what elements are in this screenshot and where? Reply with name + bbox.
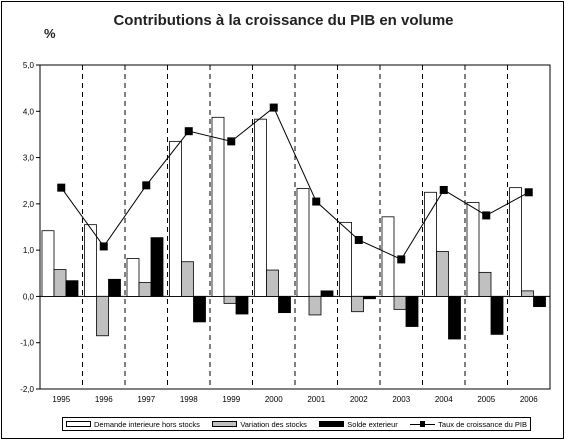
legend-label-demande: Demande interieure hors stocks xyxy=(94,419,200,429)
bar-solde xyxy=(320,290,334,297)
bar-demande xyxy=(466,202,480,297)
point-taux-croissance xyxy=(354,235,363,244)
legend-item-taux: Taux de croissance du PIB xyxy=(410,420,527,429)
x-tick-label: 1999 xyxy=(222,395,240,404)
bar-demande xyxy=(126,258,140,297)
bar-demande xyxy=(509,187,522,297)
bar-solde xyxy=(278,296,291,314)
y-tick-label: 3,0 xyxy=(23,154,35,163)
x-tick-label: 2004 xyxy=(435,395,453,404)
x-tick-label: 2002 xyxy=(350,395,368,404)
line-taux-croissance xyxy=(60,106,529,261)
bar-variation xyxy=(181,261,194,297)
y-axis-unit-label: % xyxy=(44,26,56,41)
y-tick-label: 1,0 xyxy=(23,246,35,255)
point-taux-croissance xyxy=(184,127,193,136)
y-tick-label: 2,0 xyxy=(23,200,35,209)
bar-solde xyxy=(150,237,164,297)
bar-demande xyxy=(339,221,352,297)
bar-solde xyxy=(533,296,546,308)
bar-variation xyxy=(53,269,67,297)
legend-label-taux: Taux de croissance du PIB xyxy=(438,419,527,429)
x-tick-label: 1997 xyxy=(137,395,155,404)
bar-demande xyxy=(84,224,97,297)
x-tick-label: 2001 xyxy=(307,395,325,404)
bar-variation xyxy=(436,251,449,297)
chart-title: Contributions à la croissance du PIB en … xyxy=(113,12,454,29)
y-tick-label: 0,0 xyxy=(23,292,35,301)
legend-label-variation: Variation des stocks xyxy=(240,419,307,429)
legend-item-demande: Demande interieure hors stocks xyxy=(66,420,200,429)
x-tick-label: 2003 xyxy=(392,395,410,404)
bar-solde xyxy=(448,296,461,340)
bar-solde xyxy=(235,296,249,315)
bar-variation xyxy=(96,296,109,337)
legend-label-solde: Solde exterieur xyxy=(347,419,398,429)
bar-variation xyxy=(138,282,152,297)
point-taux-croissance xyxy=(269,103,278,112)
point-taux-croissance xyxy=(482,211,491,220)
x-tick-label: 1998 xyxy=(180,395,198,404)
bar-variation xyxy=(393,296,407,310)
legend-swatch-solde xyxy=(319,421,345,427)
point-taux-croissance xyxy=(57,183,66,192)
x-tick-label: 2005 xyxy=(477,395,495,404)
bar-solde xyxy=(193,296,206,323)
y-tick-label: 5,0 xyxy=(23,61,35,70)
chart-legend: Demande interieure hors stocks Variation… xyxy=(62,417,531,431)
bar-demande xyxy=(169,140,182,297)
bar-solde xyxy=(65,280,79,297)
y-tick-label: -1,0 xyxy=(20,339,34,348)
bar-solde xyxy=(108,278,121,297)
bar-solde xyxy=(405,296,419,327)
y-tick-label: -2,0 xyxy=(20,385,34,394)
bar-demande xyxy=(254,118,267,297)
bar-demande xyxy=(41,230,55,297)
x-tick-label: 2006 xyxy=(520,395,538,404)
legend-swatch-variation xyxy=(212,421,238,427)
bar-demande xyxy=(424,191,437,297)
x-tick-label: 1995 xyxy=(52,395,70,404)
point-taux-croissance xyxy=(99,242,108,251)
legend-item-solde: Solde exterieur xyxy=(319,419,398,429)
bar-demande xyxy=(211,116,225,297)
bar-solde xyxy=(490,296,504,335)
y-tick-label: 4,0 xyxy=(23,107,35,116)
point-taux-croissance xyxy=(524,188,533,197)
point-taux-croissance xyxy=(142,181,151,190)
point-taux-croissance xyxy=(227,137,236,146)
bar-variation xyxy=(521,290,534,297)
point-taux-croissance xyxy=(397,255,406,264)
bar-demande xyxy=(381,216,395,297)
point-taux-croissance xyxy=(312,197,321,206)
bar-variation xyxy=(266,269,279,297)
x-tick-label: 2000 xyxy=(265,395,283,404)
legend-swatch-demande xyxy=(66,421,91,427)
bar-demande xyxy=(296,188,310,297)
legend-item-variation: Variation des stocks xyxy=(212,420,307,429)
bar-variation xyxy=(308,296,322,316)
x-tick-label: 1996 xyxy=(95,395,113,404)
bar-variation xyxy=(223,296,237,304)
bar-solde xyxy=(363,296,376,300)
legend-swatch-taux xyxy=(410,421,436,427)
bar-variation xyxy=(478,271,492,297)
point-taux-croissance xyxy=(439,185,448,194)
bar-variation xyxy=(351,296,364,313)
